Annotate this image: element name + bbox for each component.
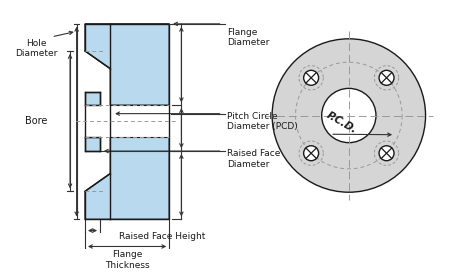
Circle shape xyxy=(304,70,319,85)
Text: Hole
Diameter: Hole Diameter xyxy=(15,39,57,58)
Text: Flange
Thickness: Flange Thickness xyxy=(105,250,150,270)
Polygon shape xyxy=(85,137,100,151)
Circle shape xyxy=(272,39,425,192)
Bar xyxy=(100,105,110,137)
Text: Raised Face
Diameter: Raised Face Diameter xyxy=(227,149,280,169)
Circle shape xyxy=(379,146,394,161)
Polygon shape xyxy=(85,137,169,219)
Text: Pitch Circle
Diameter (PCD): Pitch Circle Diameter (PCD) xyxy=(227,112,298,131)
Text: Bore: Bore xyxy=(25,116,48,126)
Text: P.C.D.: P.C.D. xyxy=(325,110,358,136)
Text: Raised Face Height: Raised Face Height xyxy=(119,231,205,240)
Circle shape xyxy=(304,146,319,161)
Circle shape xyxy=(322,88,376,143)
Bar xyxy=(83,105,171,137)
Polygon shape xyxy=(85,92,100,105)
Circle shape xyxy=(379,70,394,85)
Polygon shape xyxy=(85,24,169,105)
Text: Flange
Diameter: Flange Diameter xyxy=(227,27,269,47)
